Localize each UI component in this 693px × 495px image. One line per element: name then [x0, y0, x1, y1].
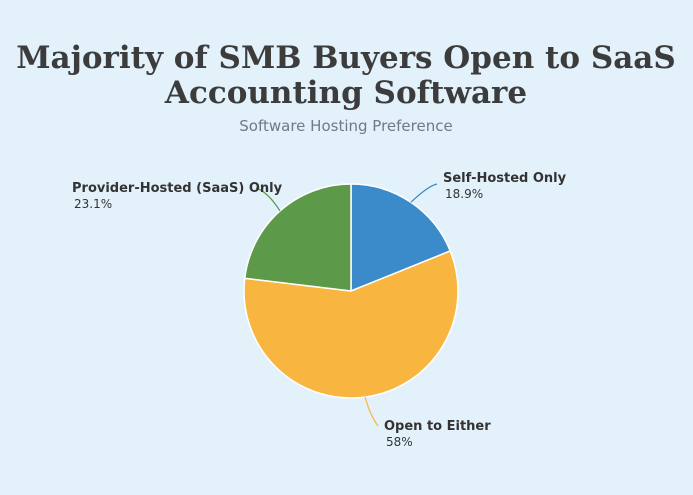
- chart-title: Accounting Software: [164, 75, 527, 111]
- pie-slice: [350, 183, 452, 293]
- leader-line: [255, 187, 281, 212]
- slice-value-label: 58%: [386, 435, 413, 449]
- leader-line: [410, 183, 438, 203]
- pie-slice: [243, 183, 352, 292]
- chart-subtitle: Software Hosting Preference: [239, 117, 452, 135]
- slice-label: Open to Either: [384, 419, 491, 434]
- slice-label: Self-Hosted Only: [443, 171, 567, 186]
- slice-value-label: 18.9%: [445, 187, 483, 201]
- slice-label: Provider-Hosted (SaaS) Only: [72, 181, 283, 196]
- slice-value-label: 23.1%: [74, 197, 112, 211]
- chart-title: Majority of SMB Buyers Open to SaaS: [16, 40, 676, 76]
- leader-line: [364, 396, 379, 427]
